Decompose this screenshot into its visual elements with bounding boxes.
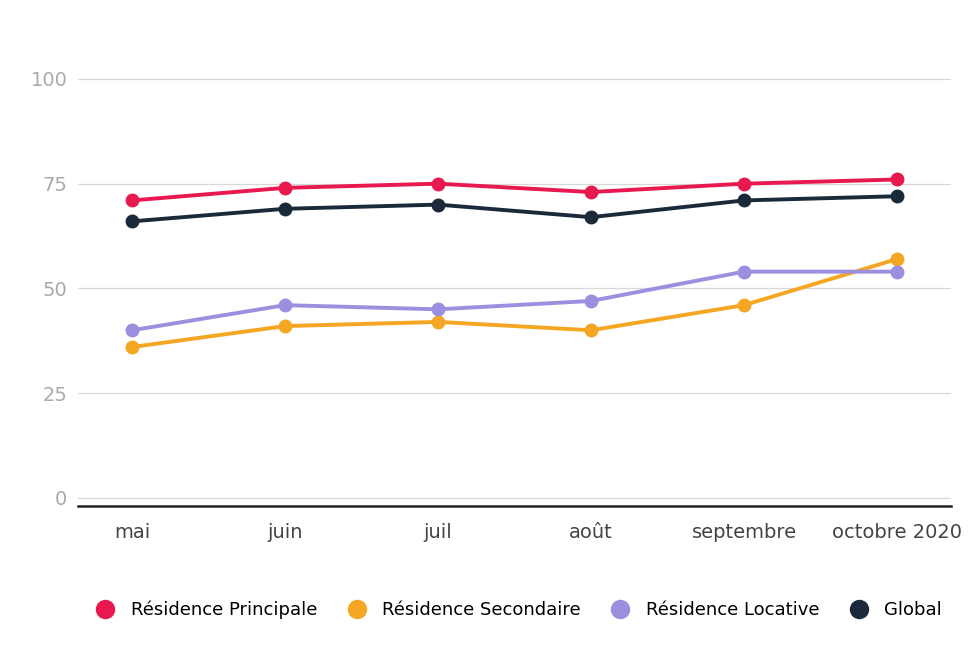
Line: Global: Global — [125, 190, 904, 228]
Résidence Secondaire — [891, 255, 903, 263]
Global — [126, 217, 138, 225]
Résidence Secondaire — [126, 343, 138, 351]
Résidence Principale — [279, 184, 291, 191]
Résidence Locative — [585, 297, 597, 305]
Résidence Principale — [891, 176, 903, 184]
Résidence Secondaire — [432, 318, 444, 326]
Global — [891, 192, 903, 200]
Résidence Locative — [738, 268, 750, 276]
Global — [738, 197, 750, 204]
Line: Résidence Principale: Résidence Principale — [125, 173, 904, 206]
Legend: Résidence Principale, Résidence Secondaire, Résidence Locative, Global: Résidence Principale, Résidence Secondai… — [80, 594, 949, 626]
Résidence Locative — [891, 268, 903, 276]
Résidence Locative — [432, 306, 444, 313]
Résidence Secondaire — [738, 301, 750, 309]
Global — [585, 214, 597, 221]
Résidence Secondaire — [585, 326, 597, 334]
Résidence Principale — [738, 180, 750, 188]
Résidence Principale — [432, 180, 444, 188]
Global — [432, 201, 444, 208]
Global — [279, 205, 291, 213]
Line: Résidence Locative: Résidence Locative — [125, 265, 904, 337]
Résidence Secondaire — [279, 322, 291, 330]
Line: Résidence Secondaire: Résidence Secondaire — [125, 253, 904, 353]
Résidence Principale — [126, 197, 138, 204]
Résidence Locative — [279, 301, 291, 309]
Résidence Locative — [126, 326, 138, 334]
Résidence Principale — [585, 188, 597, 196]
